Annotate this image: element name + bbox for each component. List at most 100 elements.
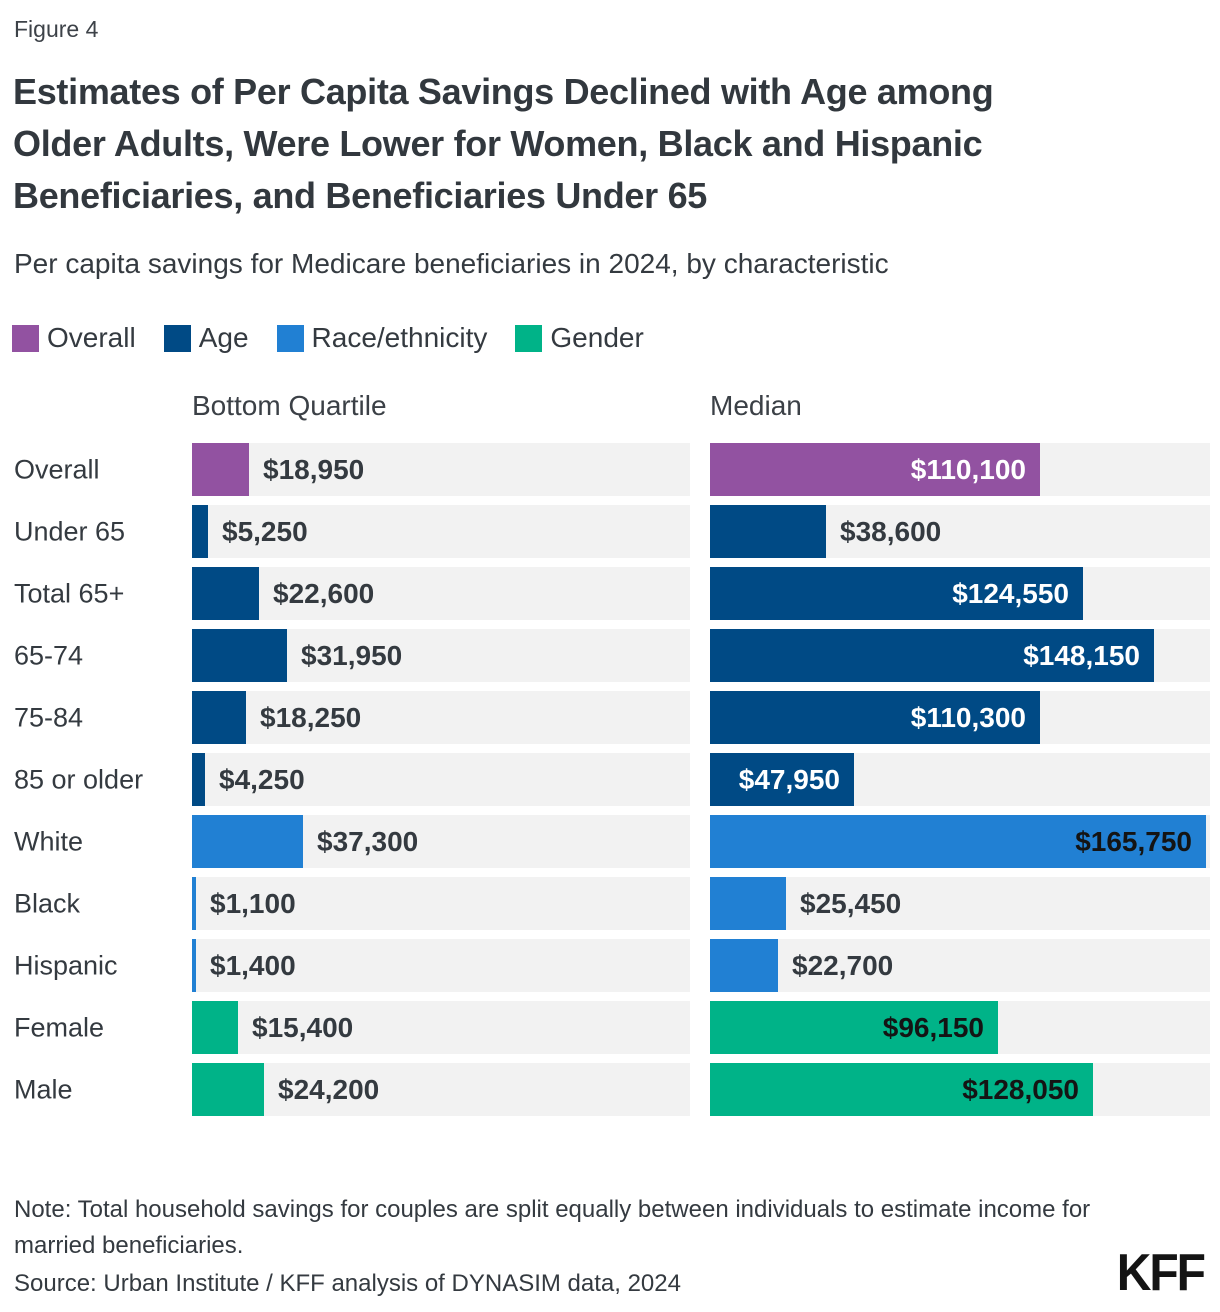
chart-title-line: Older Adults, Were Lower for Women, Blac… bbox=[13, 123, 983, 164]
median-bar bbox=[710, 629, 1154, 682]
median-track: $165,750 bbox=[710, 815, 1210, 868]
bottom-quartile-track: $4,250 bbox=[192, 753, 690, 806]
median-value-label: $124,550 bbox=[952, 577, 1069, 609]
chart-row: Total 65+ $22,600 $124,550 bbox=[0, 567, 1220, 620]
bottom-quartile-bar bbox=[192, 753, 205, 806]
row-label: Male bbox=[14, 1074, 73, 1104]
median-track: $110,300 bbox=[710, 691, 1210, 744]
median-value-label: $165,750 bbox=[1075, 825, 1192, 857]
row-label: Hispanic bbox=[14, 950, 118, 980]
bottom-quartile-value-label: $5,250 bbox=[222, 515, 308, 547]
row-label: Female bbox=[14, 1012, 105, 1042]
row-label: Under 65 bbox=[14, 516, 126, 546]
kff-logo: KFF bbox=[1116, 1244, 1206, 1303]
median-bar bbox=[710, 443, 1040, 496]
legend-label: Race/ethnicity bbox=[311, 322, 488, 353]
bottom-quartile-bar bbox=[192, 443, 249, 496]
bottom-quartile-value-label: $15,400 bbox=[252, 1011, 354, 1043]
median-bar bbox=[710, 1001, 998, 1054]
bottom-quartile-value-label: $18,950 bbox=[263, 453, 365, 485]
legend-swatch-gender bbox=[515, 324, 543, 352]
chart-row: Hispanic $1,400 $22,700 bbox=[0, 939, 1220, 992]
chart-row: Female $15,400 $96,150 bbox=[0, 1001, 1220, 1054]
median-bar bbox=[710, 505, 826, 558]
row-label: 65-74 bbox=[14, 640, 84, 670]
bottom-quartile-value-label: $37,300 bbox=[317, 825, 419, 857]
median-value-label: $110,100 bbox=[910, 453, 1026, 485]
legend-item-gender: Gender bbox=[515, 322, 644, 354]
median-value-label: $22,700 bbox=[792, 949, 894, 981]
chart-row: Overall $18,950 $110,100 bbox=[0, 443, 1220, 496]
row-label: 85 or older bbox=[14, 764, 144, 794]
bottom-quartile-bar bbox=[192, 877, 196, 930]
row-label: Total 65+ bbox=[14, 578, 125, 608]
median-track: $22,700 bbox=[710, 939, 1210, 992]
median-track: $25,450 bbox=[710, 877, 1210, 930]
bottom-quartile-value-label: $1,100 bbox=[210, 887, 296, 919]
legend-swatch-age bbox=[163, 324, 191, 352]
note-text: Note: Total household savings for couple… bbox=[14, 1196, 1091, 1259]
chart-row: 75-84 $18,250 $110,300 bbox=[0, 691, 1220, 744]
chart-row: Black $1,100 $25,450 bbox=[0, 877, 1220, 930]
chart-title-line: Beneficiaries, and Beneficiaries Under 6… bbox=[13, 175, 708, 216]
median-track: $128,050 bbox=[710, 1063, 1210, 1116]
bottom-quartile-track: $31,950 bbox=[192, 629, 690, 682]
median-bar bbox=[710, 939, 778, 992]
row-label: 75-84 bbox=[14, 702, 84, 732]
bottom-quartile-value-label: $24,200 bbox=[278, 1073, 380, 1105]
chart-row: 85 or older $4,250 $47,950 bbox=[0, 753, 1220, 806]
row-label: Overall bbox=[14, 454, 100, 484]
legend: Overall Age Race/ethnicity Gender bbox=[12, 322, 644, 354]
median-value-label: $110,300 bbox=[910, 701, 1026, 733]
row-label: Black bbox=[14, 888, 81, 918]
chart-row: Under 65 $5,250 $38,600 bbox=[0, 505, 1220, 558]
legend-swatch-race bbox=[276, 324, 304, 352]
legend-item-race: Race/ethnicity bbox=[276, 322, 488, 354]
legend-item-overall: Overall bbox=[12, 322, 136, 354]
bottom-quartile-bar bbox=[192, 1063, 264, 1116]
median-track: $110,100 bbox=[710, 443, 1210, 496]
figure-label: Figure 4 bbox=[14, 16, 99, 42]
bottom-quartile-track: $1,400 bbox=[192, 939, 690, 992]
median-value-label: $96,150 bbox=[882, 1011, 984, 1043]
legend-item-age: Age bbox=[163, 322, 249, 354]
bottom-quartile-value-label: $22,600 bbox=[273, 577, 375, 609]
chart-rows: Overall $18,950 $110,100 Under 65 $5,250 $38,… bbox=[0, 443, 1220, 1125]
bottom-quartile-bar bbox=[192, 505, 208, 558]
bottom-quartile-track: $18,950 bbox=[192, 443, 690, 496]
chart-row: White $37,300 $165,750 bbox=[0, 815, 1220, 868]
bottom-quartile-bar bbox=[192, 939, 196, 992]
median-bar bbox=[710, 567, 1083, 620]
median-value-label: $47,950 bbox=[738, 763, 840, 795]
bottom-quartile-track: $18,250 bbox=[192, 691, 690, 744]
column-headers: Bottom Quartile Median bbox=[0, 390, 1220, 424]
median-track: $38,600 bbox=[710, 505, 1210, 558]
legend-label: Overall bbox=[47, 322, 136, 353]
median-track: $124,550 bbox=[710, 567, 1210, 620]
source-text: Source: Urban Institute / KFF analysis o… bbox=[14, 1270, 681, 1297]
median-value-label: $148,150 bbox=[1023, 639, 1140, 671]
chart-row: Male $24,200 $128,050 bbox=[0, 1063, 1220, 1116]
chart-row: 65-74 $31,950 $148,150 bbox=[0, 629, 1220, 682]
legend-swatch-overall bbox=[12, 324, 39, 352]
legend-label: Gender bbox=[550, 322, 644, 353]
column-header-bottom-quartile: Bottom Quartile bbox=[192, 390, 387, 421]
bottom-quartile-track: $15,400 bbox=[192, 1001, 690, 1054]
median-track: $148,150 bbox=[710, 629, 1210, 682]
bottom-quartile-track: $1,100 bbox=[192, 877, 690, 930]
bottom-quartile-track: $24,200 bbox=[192, 1063, 690, 1116]
median-track: $47,950 bbox=[710, 753, 1210, 806]
legend-label: Age bbox=[198, 322, 249, 353]
bottom-quartile-track: $37,300 bbox=[192, 815, 690, 868]
bottom-quartile-track: $22,600 bbox=[192, 567, 690, 620]
bottom-quartile-value-label: $31,950 bbox=[301, 639, 403, 671]
median-value-label: $128,050 bbox=[962, 1073, 1079, 1105]
chart-title-line: Estimates of Per Capita Savings Declined… bbox=[13, 71, 994, 112]
median-value-label: $38,600 bbox=[840, 515, 942, 547]
bottom-quartile-bar bbox=[192, 567, 259, 620]
bottom-quartile-bar bbox=[192, 815, 303, 868]
median-bar bbox=[710, 877, 786, 930]
median-bar bbox=[710, 815, 1206, 868]
median-track: $96,150 bbox=[710, 1001, 1210, 1054]
